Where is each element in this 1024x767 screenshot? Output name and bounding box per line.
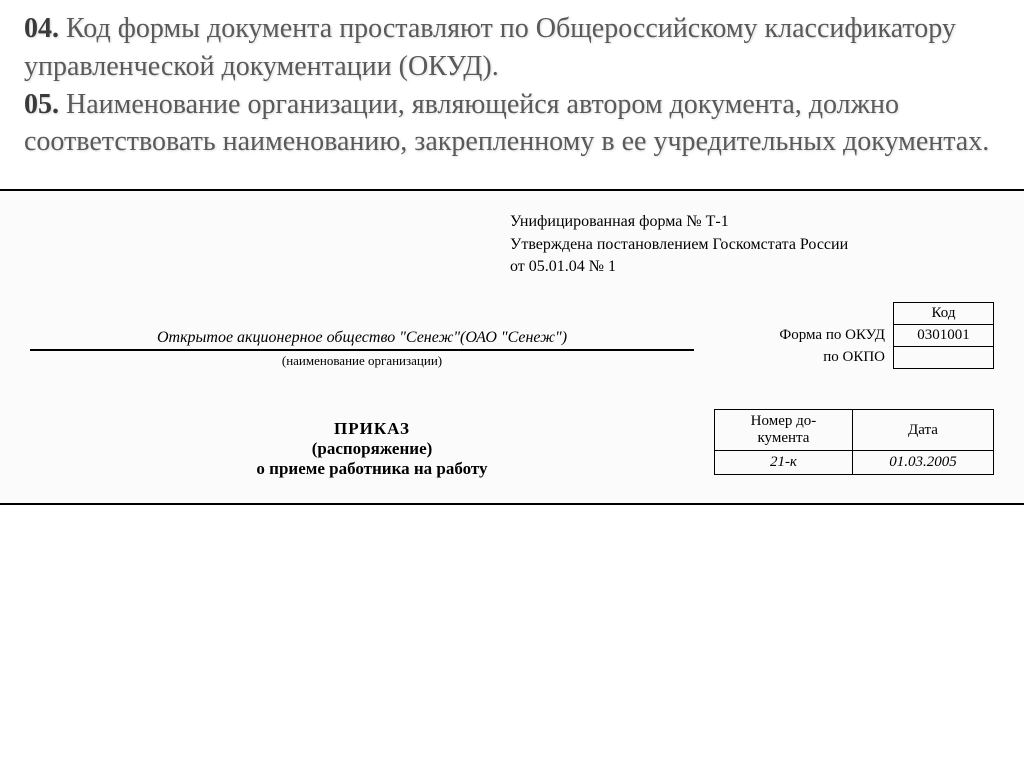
item-05-number: 05. — [24, 89, 59, 120]
okud-value: 0301001 — [894, 325, 994, 347]
code-header: Код — [894, 303, 994, 325]
number-date-table: Номер до- кумента Дата 21-к 01.03.2005 — [714, 409, 994, 475]
order-title: ПРИКАЗ — [30, 419, 714, 439]
okud-label: Форма по ОКУД — [714, 325, 894, 347]
empty-cell — [714, 303, 894, 325]
form-approval-header: Унифицированная форма № Т-1 Утверждена п… — [510, 211, 994, 278]
docnum-value: 21-к — [715, 451, 853, 475]
order-subtitle-1: (распоряжение) — [30, 439, 714, 459]
form-header-line2: Утверждена постановлением Госкомстата Ро… — [510, 234, 994, 256]
form-header-line1: Унифицированная форма № Т-1 — [510, 211, 994, 233]
organization-name: Открытое акционерное общество "Сенеж"(ОА… — [30, 329, 694, 351]
date-header: Дата — [852, 410, 993, 451]
date-value: 01.03.2005 — [852, 451, 993, 475]
order-subtitle-2: о приеме работника на работу — [30, 459, 714, 479]
order-title-block: ПРИКАЗ (распоряжение) о приеме работника… — [30, 409, 714, 479]
docnum-header: Номер до- кумента — [715, 410, 853, 451]
codes-table: Код Форма по ОКУД 0301001 по ОКПО — [714, 302, 994, 369]
order-title-row: ПРИКАЗ (распоряжение) о приеме работника… — [30, 409, 994, 479]
org-codes-row: Открытое акционерное общество "Сенеж"(ОА… — [30, 302, 994, 369]
organization-sublabel: (наименование организации) — [30, 353, 694, 369]
form-header-line3: от 05.01.04 № 1 — [510, 256, 994, 278]
okpo-label: по ОКПО — [714, 347, 894, 369]
number-date-block: Номер до- кумента Дата 21-к 01.03.2005 — [714, 409, 994, 475]
codes-block: Код Форма по ОКУД 0301001 по ОКПО — [714, 302, 994, 369]
item-05-text: Наименование организации, являющейся авт… — [24, 89, 989, 158]
document-form-sample: Унифицированная форма № Т-1 Утверждена п… — [0, 189, 1024, 505]
item-04-text: Код формы документа проставляют по Общер… — [24, 13, 956, 82]
item-04-number: 04. — [24, 13, 59, 44]
slide-explanatory-text: 04. Код формы документа проставляют по О… — [0, 0, 1024, 181]
okpo-value — [894, 347, 994, 369]
